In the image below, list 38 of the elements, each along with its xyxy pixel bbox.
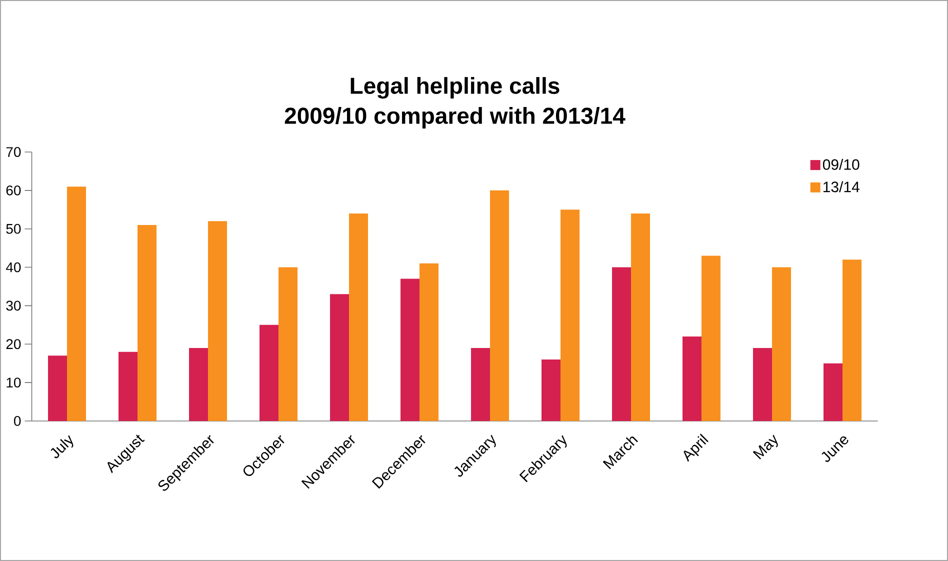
bar (702, 256, 721, 421)
bar (208, 221, 228, 421)
bar (260, 324, 279, 421)
bar (490, 190, 510, 421)
y-tick-label: 70 (6, 147, 21, 157)
bar (560, 210, 580, 421)
x-tick-label: July (50, 435, 74, 458)
bar (278, 267, 298, 421)
bar (330, 294, 350, 421)
bar (842, 260, 862, 421)
y-tick-label: 60 (6, 185, 21, 196)
bar (542, 360, 561, 421)
bar (471, 348, 490, 421)
bar (753, 348, 772, 421)
bar (612, 267, 632, 421)
bar (824, 363, 843, 421)
bar (48, 356, 68, 421)
y-tick-label: 20 (6, 339, 21, 350)
y-tick-label: 40 (6, 262, 21, 272)
bar (349, 213, 368, 421)
bar (682, 336, 702, 421)
y-tick-label: 0 (14, 416, 21, 426)
x-tick-label: May (752, 434, 778, 460)
y-tick-label: 50 (6, 224, 21, 234)
y-tick-label: 10 (6, 378, 21, 388)
bar (138, 225, 157, 421)
chart-subtitle: 2009/10 compared with 2013/14 (284, 107, 626, 128)
bar (631, 213, 650, 421)
legend-label: 09/10 (822, 158, 860, 170)
y-tick-label: 30 (6, 300, 21, 311)
bar (67, 186, 86, 421)
bar (189, 348, 208, 421)
bar (400, 278, 420, 421)
chart-title: Legal helpline calls (350, 77, 560, 99)
bar (772, 267, 792, 421)
bar (420, 263, 439, 421)
bar (118, 352, 138, 421)
legend-label: 13/14 (823, 181, 860, 192)
